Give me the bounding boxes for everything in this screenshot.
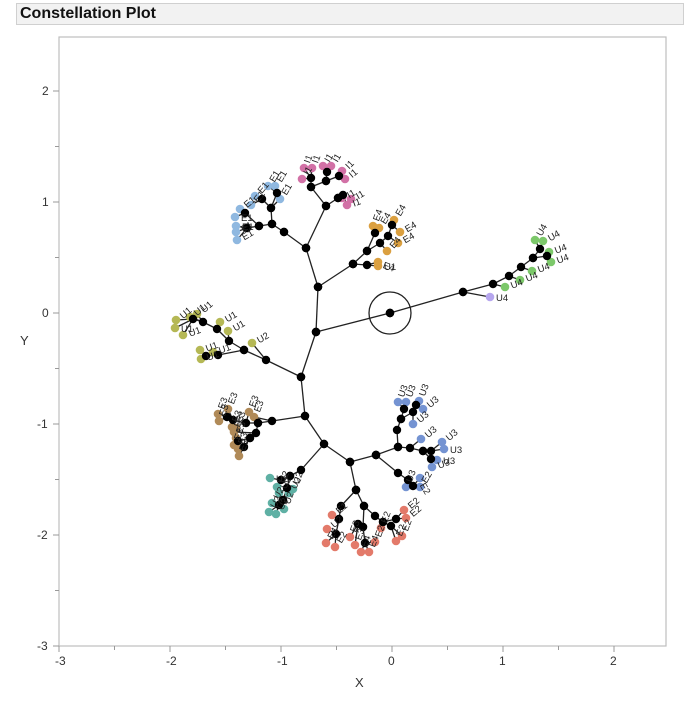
svg-text:E1: E1 — [268, 169, 283, 185]
svg-text:E4: E4 — [394, 203, 409, 219]
svg-text:E3: E3 — [353, 527, 367, 542]
svg-text:U3: U3 — [404, 384, 418, 399]
y-tick-label: -3 — [37, 639, 48, 653]
svg-text:U2: U2 — [255, 330, 271, 346]
svg-text:U4: U4 — [535, 222, 551, 238]
svg-text:I1: I1 — [302, 154, 315, 165]
svg-text:U2: U2 — [269, 494, 285, 510]
svg-text:E2: E2 — [400, 518, 414, 533]
x-tick-label: -2 — [166, 654, 177, 668]
svg-text:E4: E4 — [381, 260, 396, 274]
svg-text:U2: U2 — [282, 491, 296, 506]
svg-text:U2: U2 — [276, 474, 288, 485]
svg-text:U2: U2 — [272, 485, 288, 501]
svg-text:U3: U3 — [443, 456, 455, 467]
svg-text:E1: E1 — [242, 222, 254, 233]
svg-text:U2: U2 — [276, 496, 292, 512]
svg-text:E2: E2 — [420, 470, 435, 486]
chart-title: Constellation Plot — [20, 5, 156, 22]
svg-text:U4: U4 — [509, 277, 524, 291]
svg-text:E2: E2 — [417, 481, 432, 497]
svg-text:U1: U1 — [187, 325, 202, 339]
svg-text:U3: U3 — [450, 445, 462, 456]
svg-text:E4: E4 — [359, 534, 373, 549]
svg-text:U2: U2 — [279, 475, 295, 491]
svg-text:E4: E4 — [403, 220, 419, 235]
svg-text:U2: U2 — [291, 471, 305, 486]
svg-text:U3: U3 — [396, 384, 410, 399]
svg-text:E4: E4 — [326, 526, 341, 542]
y-tick-label: -1 — [37, 417, 48, 431]
svg-text:E1: E1 — [240, 228, 256, 243]
svg-text:E3: E3 — [236, 431, 250, 446]
svg-text:E3: E3 — [234, 420, 248, 435]
svg-text:E3: E3 — [216, 396, 230, 411]
svg-text:E3: E3 — [232, 427, 246, 442]
svg-text:I1: I1 — [351, 196, 362, 209]
svg-text:E2: E2 — [394, 523, 408, 538]
svg-text:E3: E3 — [232, 414, 246, 429]
svg-text:U4: U4 — [496, 293, 508, 304]
tree-nodes — [188, 167, 552, 548]
x-axis-title: X — [355, 675, 364, 690]
root-circle[interactable] — [368, 291, 412, 335]
x-tick-label: 1 — [499, 654, 506, 668]
svg-text:E4: E4 — [371, 208, 385, 223]
y-axis-title: Y — [20, 333, 29, 348]
svg-text:E1: E1 — [241, 213, 253, 224]
svg-text:U4: U4 — [536, 261, 551, 275]
svg-text:E2: E2 — [373, 524, 387, 539]
y-tick-label: 2 — [42, 84, 49, 98]
svg-text:E1: E1 — [239, 220, 255, 235]
svg-text:E3: E3 — [217, 403, 231, 418]
svg-text:U1: U1 — [204, 340, 219, 354]
svg-text:E4: E4 — [379, 211, 394, 227]
svg-text:U3: U3 — [404, 469, 418, 484]
y-tick-label: 0 — [42, 306, 49, 320]
svg-text:U2: U2 — [289, 475, 305, 491]
svg-text:E3: E3 — [237, 438, 251, 453]
chart-title-bar[interactable]: Constellation Plot — [16, 3, 684, 25]
svg-text:E3: E3 — [247, 394, 261, 409]
svg-text:U4: U4 — [553, 242, 568, 256]
x-tick-label: 2 — [610, 654, 617, 668]
svg-text:U2: U2 — [277, 469, 293, 485]
svg-text:E1: E1 — [280, 182, 295, 198]
x-tick-label: 0 — [388, 654, 395, 668]
svg-text:E4: E4 — [401, 231, 417, 246]
svg-text:U1: U1 — [223, 309, 239, 325]
svg-text:E3: E3 — [230, 409, 244, 424]
svg-text:E2: E2 — [379, 510, 393, 525]
y-tick-label: 1 — [42, 195, 49, 209]
svg-text:E3: E3 — [226, 391, 240, 406]
x-tick-label: -3 — [55, 654, 66, 668]
svg-text:U4: U4 — [546, 228, 562, 244]
svg-text:I1: I1 — [310, 154, 323, 165]
svg-text:E2: E2 — [335, 530, 350, 546]
y-tick-label: -2 — [37, 528, 48, 542]
svg-text:U3: U3 — [417, 383, 431, 398]
svg-text:U1: U1 — [205, 349, 220, 363]
axes: -3 -2 -1 0 1 2 -3 -2 -1 0 1 2 — [37, 84, 617, 668]
svg-text:U1: U1 — [231, 318, 247, 334]
svg-text:U4: U4 — [555, 252, 570, 266]
svg-text:E3: E3 — [252, 399, 266, 414]
svg-text:U1: U1 — [217, 342, 232, 356]
svg-text:E3: E3 — [234, 410, 248, 425]
svg-text:E4: E4 — [367, 534, 381, 549]
svg-text:U4: U4 — [524, 270, 539, 284]
svg-text:E1: E1 — [275, 169, 290, 185]
svg-text:U1: U1 — [384, 262, 396, 273]
svg-text:U1: U1 — [181, 324, 193, 335]
svg-text:E3: E3 — [348, 519, 362, 534]
svg-text:U3: U3 — [436, 457, 451, 471]
x-tick-label: -1 — [277, 654, 288, 668]
